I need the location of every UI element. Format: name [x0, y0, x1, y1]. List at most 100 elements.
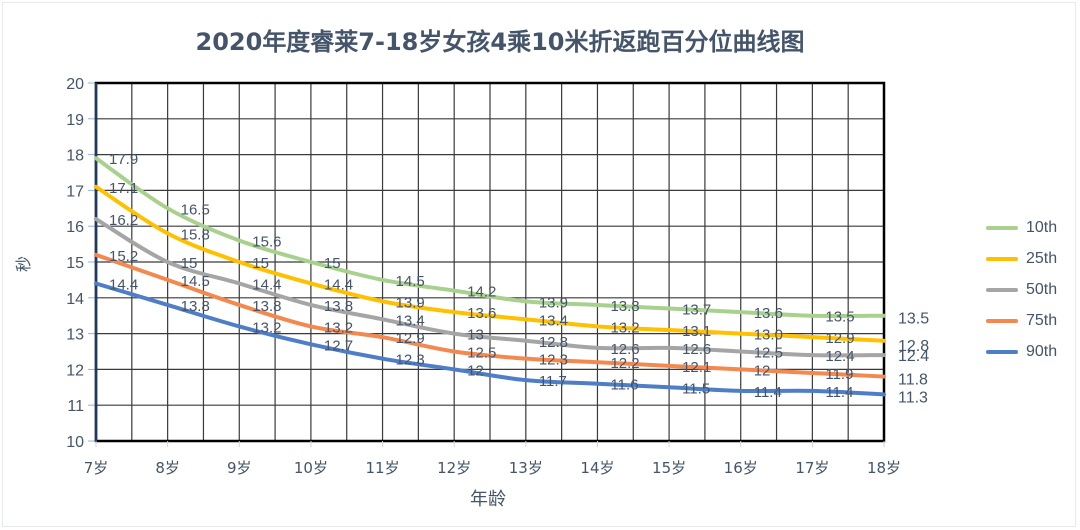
y-tick-label: 13: [66, 327, 84, 344]
data-label: 13.6: [467, 305, 496, 322]
y-tick-label: 11: [67, 398, 84, 415]
data-label: 11.7: [539, 373, 567, 390]
series-line-75th: [94, 252, 886, 379]
x-tick-label: 11岁: [365, 459, 399, 477]
data-label: 14.5: [396, 273, 425, 290]
data-label: 17.9: [109, 151, 138, 168]
y-tick-label: 15: [66, 255, 84, 272]
data-label: 11.4: [825, 384, 853, 401]
data-label: 13.8: [610, 298, 639, 315]
data-label: 13.8: [324, 298, 353, 315]
data-label: 14.4: [252, 276, 281, 293]
legend-item-25th: 25th: [986, 243, 1057, 274]
gridlines: [95, 82, 885, 442]
data-label: 15: [252, 255, 269, 272]
legend-item-50th: 50th: [986, 274, 1057, 305]
data-label: 11.5: [682, 380, 710, 397]
legend-swatch: [986, 225, 1018, 230]
data-label: 12: [754, 362, 771, 379]
data-label: 13.6: [754, 305, 783, 322]
data-label: 13.9: [396, 294, 425, 311]
data-label: 13.4: [539, 312, 568, 329]
legend-label: 25th: [1026, 249, 1058, 267]
data-label: 13.4: [396, 312, 425, 329]
y-tick-label: 17: [66, 183, 84, 200]
data-label: 13: [467, 327, 484, 344]
data-label: 13.2: [610, 319, 639, 336]
x-tick-label: 18岁: [867, 459, 901, 477]
end-label: 12.8: [898, 338, 929, 355]
data-label: 15.6: [252, 234, 281, 251]
data-label: 12.3: [539, 352, 568, 369]
data-label: 12: [467, 362, 484, 379]
y-tick-label: 18: [66, 148, 84, 165]
x-tick-label: 7岁: [84, 459, 109, 477]
data-label: 11.6: [610, 377, 638, 394]
series-line-10th: [94, 156, 886, 318]
chart-title: 2020年度睿莱7-18岁女孩4乘10米折返跑百分位曲线图: [195, 28, 805, 56]
end-label: 12.4: [898, 348, 929, 365]
data-label: 14.5: [181, 273, 210, 290]
data-label: 14.4: [109, 276, 138, 293]
data-label: 12.5: [467, 345, 496, 362]
data-label: 13.9: [539, 294, 568, 311]
data-label: 15.2: [109, 248, 138, 265]
data-label: 13.1: [682, 323, 711, 340]
legend-label: 10th: [1026, 218, 1058, 236]
data-label: 16.2: [109, 212, 138, 229]
x-axis-label: 年龄: [470, 489, 506, 510]
data-label: 13.8: [181, 298, 210, 315]
data-label: 13.2: [324, 319, 353, 336]
legend-item-90th: 90th: [986, 336, 1057, 367]
x-tick-label: 8岁: [155, 459, 180, 477]
x-tick-label: 12岁: [437, 459, 471, 477]
end-label: 13.5: [898, 311, 929, 328]
y-tick-label: 12: [66, 362, 84, 379]
series-lines: [94, 156, 886, 397]
x-tick-label: 13岁: [509, 459, 543, 477]
legend: 10th 25th 50th 75th 90th: [986, 212, 1057, 367]
legend-label: 90th: [1026, 342, 1058, 360]
data-label: 14.4: [324, 276, 353, 293]
data-label: 12.3: [396, 352, 425, 369]
legend-item-10th: 10th: [986, 212, 1057, 243]
data-label: 12.6: [682, 341, 711, 358]
data-label: 12.2: [610, 355, 639, 372]
data-label: 13.5: [825, 309, 854, 326]
end-label: 11.3: [898, 389, 928, 406]
data-label: 15: [181, 255, 198, 272]
data-label: 15: [324, 255, 341, 272]
data-label: 11.9: [825, 366, 853, 383]
legend-label: 75th: [1026, 311, 1058, 329]
x-tick-label: 17岁: [795, 459, 829, 477]
y-tick-label: 14: [66, 291, 84, 308]
end-label: 11.8: [898, 372, 928, 389]
legend-swatch: [986, 318, 1018, 323]
data-label: 12.4: [825, 348, 854, 365]
data-label: 17.1: [109, 180, 138, 197]
legend-label: 50th: [1026, 280, 1058, 298]
data-label: 12.5: [754, 345, 783, 362]
x-tick-label: 14岁: [580, 459, 614, 477]
data-label: 12.7: [324, 337, 353, 354]
data-label: 15.8: [181, 226, 210, 243]
x-tick-label: 9岁: [227, 459, 252, 477]
data-label: 16.5: [181, 201, 210, 218]
y-tick-label: 10: [66, 434, 84, 451]
data-label: 12.9: [825, 330, 854, 347]
x-tick-label: 15岁: [652, 459, 686, 477]
series-line-25th: [94, 184, 886, 343]
data-label: 12.6: [610, 341, 639, 358]
data-label: 13.2: [252, 319, 281, 336]
series-line-50th: [94, 217, 886, 358]
data-label: 12.1: [682, 359, 711, 376]
data-label: 11.4: [754, 384, 782, 401]
y-tick-label: 20: [66, 76, 84, 93]
data-label: 12.9: [396, 330, 425, 347]
data-label: 12.8: [539, 334, 568, 351]
legend-swatch: [986, 349, 1018, 354]
series-line-90th: [94, 281, 886, 397]
